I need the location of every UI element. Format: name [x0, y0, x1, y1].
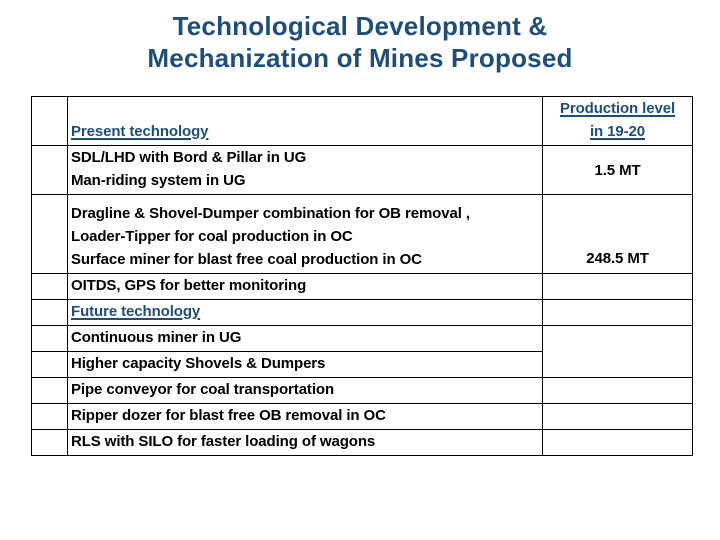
technology-table: Present technology Production level in 1…	[31, 96, 693, 456]
production-cell	[542, 429, 693, 456]
present-technology-header: Present technology	[71, 123, 209, 140]
slide-title-line-2: Mechanization of Mines Proposed	[147, 43, 573, 73]
table-row: Future technology	[31, 299, 693, 326]
technology-cell: SDL/LHD with Bord & Pillar in UG Man-rid…	[67, 145, 543, 195]
production-header-line-1: Production level	[559, 100, 676, 117]
row-number-cell	[31, 145, 68, 195]
row-number-cell	[31, 96, 68, 146]
row-number-cell	[31, 403, 68, 430]
production-header-line-2: in 19-20	[589, 123, 646, 140]
table-row: Ripper dozer for blast free OB removal i…	[31, 403, 693, 430]
table-row: RLS with SILO for faster loading of wago…	[31, 429, 693, 456]
production-cell	[542, 299, 693, 326]
production-cell-merged	[542, 325, 693, 378]
technology-cell: RLS with SILO for faster loading of wago…	[67, 429, 543, 456]
technology-header-cell: Present technology	[67, 96, 543, 146]
row-number-cell	[31, 377, 68, 404]
row-number-cell	[31, 273, 68, 300]
row-number-cell	[31, 429, 68, 456]
future-technology-header: Future technology	[71, 303, 201, 320]
technology-cell: Future technology	[67, 299, 543, 326]
table-row: SDL/LHD with Bord & Pillar in UG Man-rid…	[31, 145, 693, 195]
technology-cell: Continuous miner in UG	[67, 325, 543, 352]
row-number-cell	[31, 194, 68, 274]
production-cell: 1.5 MT	[542, 145, 693, 195]
table-row: OITDS, GPS for better monitoring	[31, 273, 693, 300]
production-cell	[542, 377, 693, 404]
technology-cell: Pipe conveyor for coal transportation	[67, 377, 543, 404]
table-row: Continuous miner in UG	[31, 325, 693, 378]
technology-cell: Ripper dozer for blast free OB removal i…	[67, 403, 543, 430]
slide-title-line-1: Technological Development &	[172, 11, 548, 41]
table-row: Pipe conveyor for coal transportation	[31, 377, 693, 404]
technology-cell: OITDS, GPS for better monitoring	[67, 273, 543, 300]
technology-cell: Dragline & Shovel-Dumper combination for…	[67, 194, 543, 274]
production-header-cell: Production level in 19-20	[542, 96, 693, 146]
row-number-cell	[31, 351, 68, 378]
production-cell	[542, 273, 693, 300]
row-number-cell	[31, 325, 68, 352]
technology-cell: Higher capacity Shovels & Dumpers	[67, 351, 543, 378]
slide-title: Technological Development & Mechanizatio…	[0, 10, 720, 74]
table-row: Dragline & Shovel-Dumper combination for…	[31, 194, 693, 274]
production-cell	[542, 403, 693, 430]
production-cell: 248.5 MT	[542, 194, 693, 274]
table-row-header: Present technology Production level in 1…	[31, 96, 693, 146]
row-number-cell	[31, 299, 68, 326]
